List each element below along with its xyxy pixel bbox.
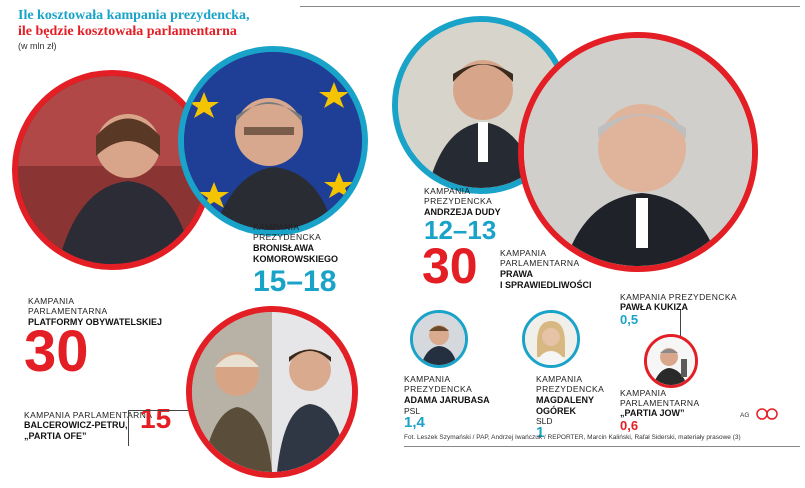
komorowski-name1: BRONISŁAWA	[253, 243, 315, 253]
photo-komorowski	[178, 46, 368, 236]
po-name1: PLATFORMY OBYWATELSKIEJ	[28, 317, 163, 327]
photo-credit: Fot. Leszek Szymański / PAP, Andrzej Iwa…	[404, 434, 741, 441]
komorowski-cap2: PREZYDENCKA	[253, 232, 322, 242]
petru-name1: BALCEROWICZ-PETRU,	[24, 420, 128, 430]
petru-leader-line-h	[128, 410, 188, 411]
kukiz-parl-cap1: KAMPANIA	[620, 388, 667, 398]
ogorek-value: 1	[536, 424, 545, 441]
photo-kopacz	[12, 70, 212, 270]
kukiz-parl-name1: „PARTIA JOW”	[620, 408, 685, 418]
duda-value: 12–13	[424, 215, 497, 245]
photo-balcerowicz-petru	[186, 306, 358, 478]
title-line-1: Ile kosztowała kampania prezydencka,	[18, 8, 250, 23]
bottom-rule	[404, 446, 800, 447]
jarubas-value: 1,4	[404, 414, 425, 431]
unit-label: (w mln zł)	[18, 41, 57, 51]
petru-cap1: KAMPANIA PARLAMENTARNA	[24, 410, 153, 420]
photo-kaczynski	[518, 32, 758, 272]
jarubas-name1: ADAMA JARUBASA	[404, 395, 490, 405]
duda-cap1: KAMPANIA	[424, 186, 471, 196]
ogorek-party: SLD	[536, 416, 553, 426]
pis-value: 30	[422, 238, 478, 294]
kukiz-parl-cap2: PARLAMENTARNA	[620, 398, 700, 408]
jarubas-cap1: KAMPANIA	[404, 374, 451, 384]
po-cap1: KAMPANIA	[28, 296, 75, 306]
duda-name1: ANDRZEJA DUDY	[424, 207, 501, 217]
photo-kukiz	[644, 334, 698, 388]
ogorek-cap1: KAMPANIA	[536, 374, 583, 384]
ogorek-cap2: PREZYDENCKA	[536, 384, 605, 394]
petru-name2: „PARTIA OFE”	[24, 431, 87, 441]
jarubas-party: PSL	[404, 406, 421, 416]
rp-logo	[756, 408, 778, 420]
kukiz-leader-line	[680, 310, 681, 338]
petru-value: 15	[140, 403, 172, 434]
po-value: 30	[24, 319, 89, 384]
title-line-2: ile będzie kosztowała parlamentarna	[18, 24, 237, 39]
komorowski-value: 15–18	[253, 265, 337, 298]
kukiz-parl-value: 0,6	[620, 418, 639, 433]
ogorek-name1: MAGDALENY	[536, 395, 594, 405]
kukiz-pres-cap1: KAMPANIA PREZYDENCKA	[620, 292, 737, 302]
pis-cap2: PARLAMENTARNA	[500, 258, 580, 268]
petru-leader-line	[128, 410, 129, 446]
ogorek-name2: OGÓREK	[536, 406, 577, 416]
kukiz-pres-name1: PAWŁA KUKIZA	[620, 302, 688, 312]
komorowski-cap1: KAMPANIA	[253, 222, 300, 232]
komorowski-name2: KOMOROWSKIEGO	[253, 254, 338, 264]
duda-cap2: PREZYDENCKA	[424, 196, 493, 206]
photo-jarubas	[410, 310, 468, 368]
kukiz-pres-value: 0,5	[620, 312, 639, 327]
signature: AG	[740, 412, 750, 419]
pis-name2: I SPRAWIEDLIWOŚCI	[500, 280, 592, 290]
photo-duda	[392, 16, 570, 194]
jarubas-cap2: PREZYDENCKA	[404, 384, 473, 394]
pis-name1: PRAWA	[500, 269, 534, 279]
po-cap2: PARLAMENTARNA	[28, 306, 108, 316]
pis-cap1: KAMPANIA	[500, 248, 547, 258]
top-rule	[300, 6, 800, 7]
photo-ogorek	[522, 310, 580, 368]
